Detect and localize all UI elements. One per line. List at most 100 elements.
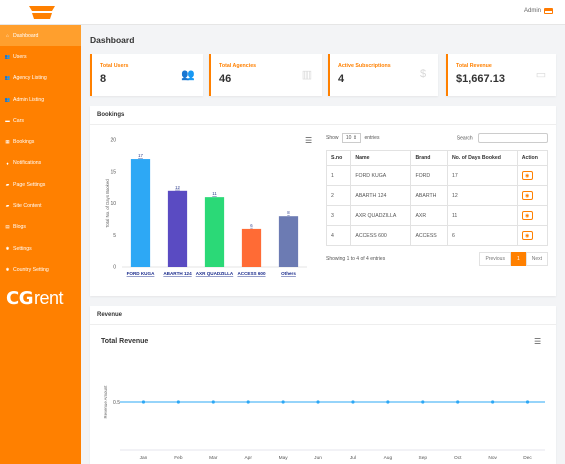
column-header-brand[interactable]: Brand [410,150,448,166]
point-jul[interactable] [351,400,355,404]
table-cell: ACCESS [410,225,448,246]
bar-others[interactable] [278,216,299,267]
x-tick-label: Feb [174,455,183,461]
sidebar-item-label: Notifications [13,160,42,167]
dollar-icon: $ [419,68,427,80]
revenue-section-title: Revenue [90,306,556,325]
x-tick-label[interactable]: FORD KUGA [127,271,155,276]
point-aug[interactable] [386,400,390,404]
sidebar-item-settings[interactable]: ✱ Settings [0,238,81,259]
sidebar-item-users[interactable]: 👥 Users [0,46,81,67]
view-eye-icon[interactable]: ◉ [521,211,533,220]
table-cell: AXR QUADZILLA [350,205,412,226]
point-jan[interactable] [141,400,146,404]
x-tick-label: Mar [209,455,218,461]
sidebar-item-label: Admin Listing [13,96,45,103]
stat-value: 8 [100,73,107,85]
bar-data-label: 12 [175,185,180,190]
bookings-panel: Bookings 0 5 10 15 20 Total No. of Days Booke… [90,106,556,296]
sidebar-item-country-setting[interactable]: ✱ Country Setting [0,259,81,280]
point-oct[interactable] [456,400,460,404]
sidebar-item-page-settings[interactable]: ▰ Page Settings [0,174,81,195]
x-tick-label: Oct [454,455,462,461]
stat-card-total-agencies[interactable]: Total Agencies 46 ▥ [209,54,322,96]
logo-icon[interactable] [24,4,60,22]
stat-card-active-subscriptions[interactable]: Active Subscriptions 4 $ [328,54,438,96]
sidebar-item-site-content[interactable]: ▰ Site Content [0,195,81,216]
x-tick-label[interactable]: ABARTH 124 [163,271,192,276]
sidebar-item-notifications[interactable]: ♦ Notifications [0,153,81,174]
y-tick-label: 0.5 [113,400,120,406]
point-dec[interactable] [525,400,530,404]
gear-icon: ✱ [5,266,10,272]
table-cell: FORD KUGA [350,165,412,186]
sidebar-item-cars[interactable]: ▬ Cars [0,110,81,131]
search-input[interactable] [478,133,548,143]
y-tick-label: 20 [110,138,116,144]
view-eye-icon[interactable]: ◉ [521,231,533,240]
stat-card-total-revenue[interactable]: Total Revenue $1,667.13 ▭ [446,54,556,96]
column-header-no-of-days-booked[interactable]: No. of Days Booked [446,150,518,166]
sidebar: ⌂ Dashboard 👥 Users 👥 Agency Listing 👥 Admin Li… [0,25,81,464]
bar-data-label: 17 [138,153,143,158]
point-may[interactable] [281,400,285,404]
brand-cg: CG [6,288,33,309]
sidebar-item-dashboard[interactable]: ⌂ Dashboard [0,25,81,47]
sidebar-item-agency-listing[interactable]: 👥 Agency Listing [0,68,81,89]
stat-label: Total Agencies [219,63,257,69]
x-tick-label[interactable]: ACCESS 600 [237,271,266,276]
revenue-chart-menu-icon[interactable]: ☰ [534,337,542,346]
point-nov[interactable] [491,400,495,404]
action-cell: ◉ [516,165,549,186]
table-cell: ABARTH 124 [350,185,412,206]
bell-icon: ♦ [6,160,9,166]
sidebar-item-admin-listing[interactable]: 👥 Admin Listing [0,89,81,110]
sidebar-item-label: Users [13,53,27,60]
table-row: 2 ABARTH 124 ABARTH 12 ◉ [325,185,549,206]
entries-select[interactable]: 10 ⇕ [341,133,362,143]
x-tick-label: Jul [350,455,356,461]
car-icon: ▬ [5,118,10,124]
point-feb[interactable] [176,400,180,404]
x-tick-label[interactable]: AXR QUADZILLA [196,271,234,276]
sidebar-item-label: Bookings [13,139,35,146]
stat-card-total-users[interactable]: Total Users 8 👥 [90,54,203,96]
view-eye-icon[interactable]: ◉ [521,191,533,200]
chart-menu-icon[interactable]: ☰ [305,136,313,145]
users-icon: 👥 [4,75,11,81]
previous-button[interactable]: Previous [479,252,511,266]
x-tick-label[interactable]: Others [281,271,296,276]
column-header-s-no[interactable]: S.no [325,150,352,166]
stat-value: $1,667.13 [456,73,505,85]
table-cell: 6 [446,225,518,246]
y-tick-label: 15 [110,169,116,175]
x-tick-label: Jan [140,455,148,461]
users-icon: 👥 [4,96,11,102]
point-apr[interactable] [246,400,250,404]
x-tick-label: Nov [488,455,497,461]
bar-axr-quadzilla[interactable] [204,197,225,267]
stat-value: 4 [338,73,345,85]
view-eye-icon[interactable]: ◉ [521,171,533,180]
next-button[interactable]: Next [525,252,548,266]
pagination: Previous 1 Next [479,252,548,266]
brand-logo: CG rent [6,288,64,309]
revenue-panel: Revenue Total Revenue ☰ Revenue Amount 0.… [90,306,556,464]
sidebar-item-bookings[interactable]: ▦ Bookings [0,131,81,152]
bar-access-600[interactable] [241,228,262,267]
page-1-button[interactable]: 1 [510,252,526,266]
sidebar-item-blogs[interactable]: ▤ Blogs [0,217,81,238]
point-jun[interactable] [316,400,320,404]
column-header-action[interactable]: Action [516,150,549,166]
point-sep[interactable] [421,400,425,404]
table-cell: 1 [325,165,352,186]
point-mar[interactable] [211,400,215,404]
bar-abarth-124[interactable] [167,190,188,267]
bar-data-label: 11 [212,191,217,196]
page-title: Dashboard [90,35,135,45]
bar-ford-kuga[interactable] [130,159,151,267]
admin-menu[interactable]: Admin [524,8,553,14]
column-header-name[interactable]: Name [350,150,412,166]
money-icon: ▭ [535,68,547,81]
y-tick-label: 0 [113,265,116,271]
